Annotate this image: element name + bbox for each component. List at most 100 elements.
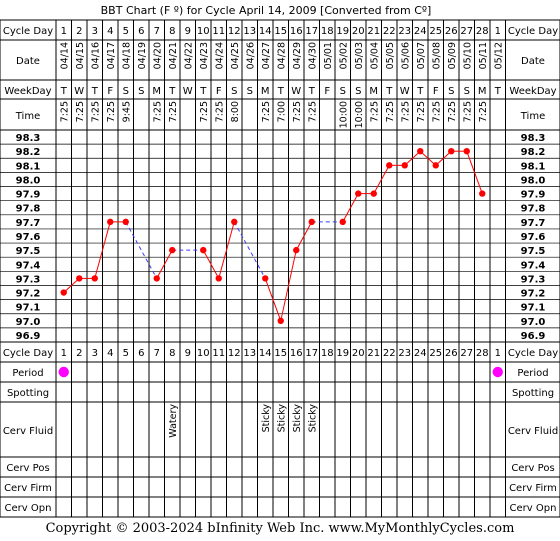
- weekday-letter: T: [91, 86, 99, 97]
- cycle-day-number: 1: [495, 26, 501, 37]
- y-tick-label-left: 97.8: [16, 204, 41, 215]
- time-label: 8:00: [230, 101, 241, 122]
- cycle-day-number: 13: [243, 348, 256, 359]
- temp-point: [153, 275, 160, 282]
- cycle-day-number: 10: [197, 26, 210, 37]
- cycle-day-number: 6: [138, 348, 144, 359]
- y-tick-label-right: 98.1: [521, 161, 546, 172]
- cycle-day-number: 7: [154, 348, 160, 359]
- date-label: 04/23: [199, 42, 210, 69]
- cycle-day-number: 28: [476, 348, 489, 359]
- y-tick-label-left: 97.1: [16, 303, 41, 314]
- cycle-day-number: 8: [169, 348, 175, 359]
- date-label: 04/21: [168, 42, 179, 69]
- temp-point: [200, 246, 207, 254]
- time-label: 7:25: [307, 101, 318, 122]
- date-label: 04/30: [307, 42, 318, 69]
- temp-point: [293, 246, 300, 254]
- temp-line-segment: [295, 221, 313, 251]
- cycle-day-number: 27: [460, 26, 473, 37]
- cycle-day-number: 9: [185, 348, 191, 359]
- temp-line-segment: [419, 150, 437, 166]
- temp-point: [231, 218, 238, 226]
- row-label-right: Cerv Fluid: [508, 426, 558, 437]
- cycle-day-number: 2: [76, 348, 82, 359]
- date-label: 04/16: [90, 42, 101, 69]
- time-label: 7:25: [90, 101, 101, 122]
- time-label: 7:25: [214, 101, 225, 122]
- date-label: 05/11: [478, 42, 489, 69]
- weekday-letter: T: [494, 86, 502, 97]
- cycle-day-number: 21: [367, 26, 380, 37]
- cycle-day-number: 19: [336, 348, 349, 359]
- chart-marks: [58, 148, 503, 378]
- cycle-day-number: 16: [290, 348, 303, 359]
- temp-gap-line: [125, 221, 158, 279]
- weekday-letter: M: [369, 86, 378, 97]
- temp-line-segment: [218, 221, 235, 279]
- temp-point: [339, 218, 346, 226]
- y-tick-label-left: 97.5: [16, 246, 41, 257]
- table-border: [0, 19, 560, 518]
- date-label: 04/22: [183, 42, 194, 69]
- time-label: 7:25: [75, 101, 86, 122]
- weekday-letter: M: [152, 86, 161, 97]
- cerv-fluid-label: Watery: [168, 404, 179, 438]
- cycle-day-number: 15: [274, 348, 287, 359]
- cycle-day-number: 25: [429, 348, 442, 359]
- temp-line-segment: [156, 249, 173, 279]
- cycle-day-number: 21: [367, 348, 380, 359]
- cycle-day-number: 1: [495, 348, 501, 359]
- row-label-right: Cerv Opn: [510, 503, 557, 514]
- y-tick-label-left: 98.2: [16, 147, 41, 158]
- date-label: 05/06: [400, 42, 411, 69]
- weekday-letter: S: [138, 86, 144, 97]
- y-tick-label-left: 97.4: [16, 260, 41, 271]
- temp-line-segment: [404, 150, 421, 166]
- date-label: 04/26: [245, 42, 256, 69]
- y-tick-label-right: 97.3: [521, 274, 546, 285]
- y-tick-label-left: 96.9: [16, 331, 41, 342]
- period-dot: [58, 366, 69, 378]
- date-label: 04/24: [214, 42, 225, 69]
- cycle-day-number: 26: [445, 26, 458, 37]
- date-label: 05/04: [369, 42, 380, 69]
- time-label: 10:00: [338, 101, 349, 128]
- time-label: 7:25: [59, 101, 70, 122]
- date-label: 04/27: [261, 42, 272, 69]
- cycle-day-number: 7: [154, 26, 160, 37]
- time-label: 7:25: [369, 101, 380, 122]
- temp-line-segment: [466, 151, 483, 194]
- time-label: 7:00: [276, 101, 287, 122]
- row-label-left: Date: [16, 56, 40, 67]
- cycle-day-number: 23: [398, 348, 411, 359]
- date-label: 05/03: [354, 42, 365, 69]
- cycle-day-number: 15: [274, 26, 287, 37]
- row-label-right: Time: [520, 111, 545, 122]
- cycle-day-number: 17: [305, 26, 318, 37]
- y-tick-label-right: 97.6: [521, 232, 546, 243]
- temp-point: [60, 289, 67, 296]
- cerv-fluid-label: Sticky: [307, 404, 318, 433]
- y-tick-label-right: 97.0: [521, 317, 546, 328]
- cycle-day-number: 18: [321, 26, 334, 37]
- cycle-day-number: 28: [476, 26, 489, 37]
- cycle-day-number: 3: [92, 26, 98, 37]
- row-label-right: Period: [517, 368, 548, 379]
- weekday-letter: M: [261, 86, 270, 97]
- weekday-letter: T: [60, 86, 68, 97]
- weekday-letter: W: [400, 86, 410, 97]
- y-tick-label-left: 97.6: [16, 232, 41, 243]
- y-tick-label-left: 97.3: [16, 274, 41, 285]
- cycle-day-number: 5: [123, 348, 129, 359]
- row-label-right: Date: [521, 56, 545, 67]
- weekday-letter: S: [448, 86, 454, 97]
- temp-point: [432, 162, 439, 169]
- cycle-day-number: 23: [398, 26, 411, 37]
- cycle-day-number: 2: [76, 26, 82, 37]
- cycle-day-number: 1: [61, 26, 67, 37]
- row-label-left: Cycle Day: [3, 348, 53, 359]
- weekday-letter: W: [74, 86, 84, 97]
- date-label: 04/17: [106, 42, 117, 69]
- y-tick-label-right: 98.2: [521, 147, 546, 158]
